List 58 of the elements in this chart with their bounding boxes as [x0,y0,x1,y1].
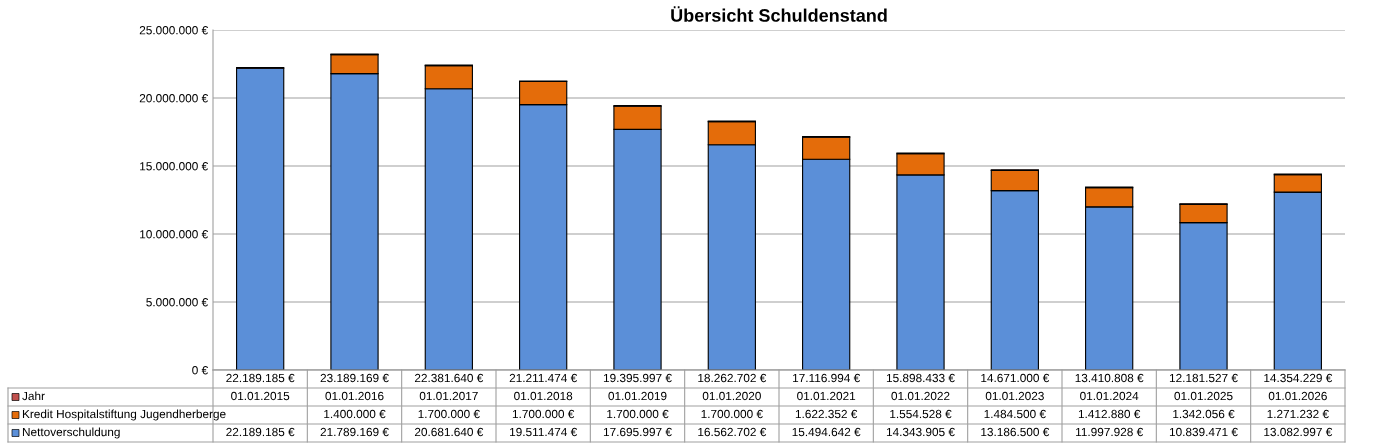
legend-label: Nettoverschuldung [22,427,120,439]
data-label: 01.01.2023 [985,391,1044,401]
y-tick-label: 15.000.000 € [140,162,208,171]
data-label: 13.186.500 € [981,427,1050,437]
x-tick-label: 14.671.000 € [981,373,1050,383]
data-label: 1.700.000 € [418,409,480,419]
data-label: 01.01.2018 [514,391,573,401]
data-label: 1.554.528 € [890,409,952,419]
y-tick-label: 5.000.000 € [146,298,208,307]
x-tick-label: 17.116.994 € [793,373,861,383]
data-label: 22.189.185 € [226,427,295,437]
data-label: 1.342.056 € [1173,409,1235,419]
data-label: 13.082.997 € [1264,427,1333,437]
x-tick-label: 22.189.185 € [226,373,295,383]
data-label: 1.271.232 € [1267,409,1329,419]
data-label: 1.700.000 € [607,409,669,419]
legend-label: Kredit Hospitalstiftung Jugendherberge [22,409,226,421]
y-tick-label: 20.000.000 € [139,94,208,103]
data-label: 1.484.500 € [984,409,1046,419]
x-tick-label: 22.381.640 € [414,373,484,383]
data-label: 1.622.352 € [795,409,858,419]
x-tick-label: 12.181.527 € [1169,373,1238,383]
data-label: 19.511.474 € [510,427,578,437]
y-tick-label: 0 € [192,366,208,375]
x-tick-label: 14.354.229 € [1264,373,1333,383]
data-label: 1.412.880 € [1078,409,1141,419]
y-tick-label: 10.000.000 € [140,230,208,239]
data-label: 10.839.471 € [1169,427,1238,437]
data-label: 1.700.000 € [701,409,763,419]
data-label: 1.700.000 € [512,409,575,419]
data-label: 01.01.2016 [325,391,384,401]
data-label: 01.01.2017 [419,391,478,401]
data-label: 21.789.169 € [320,427,389,437]
data-label: 17.695.997 € [603,427,672,437]
data-label: 01.01.2025 [1174,391,1233,401]
data-label: 01.01.2022 [891,391,950,401]
chart-title: Übersicht Schuldenstand [671,6,887,22]
data-label: 11.997.928 € [1076,427,1144,437]
data-label: 01.01.2026 [1268,391,1327,401]
data-label: 1.400.000 € [324,409,386,419]
legend-label: Jahr [22,391,45,401]
x-tick-label: 18.262.702 € [698,373,767,383]
x-tick-label: 19.395.997 € [603,373,672,383]
x-tick-label: 15.898.433 € [886,373,955,383]
data-label: 01.01.2021 [797,391,856,401]
data-label: 14.343.905 € [886,427,955,437]
x-tick-label: 23.189.169 € [320,373,389,383]
x-tick-label: 21.211.474 € [509,373,578,383]
data-label: 01.01.2015 [231,391,290,401]
data-label: 15.494.642 € [792,427,861,437]
data-label: 20.681.640 € [414,427,484,437]
data-label: 01.01.2019 [608,391,667,401]
data-label: 01.01.2020 [702,391,761,401]
data-label: 01.01.2024 [1080,391,1139,401]
y-tick-label: 25.000.000 € [139,26,208,35]
data-label: 16.562.702 € [698,427,767,437]
bar [236,67,285,370]
x-tick-label: 13.410.808 € [1075,373,1144,383]
